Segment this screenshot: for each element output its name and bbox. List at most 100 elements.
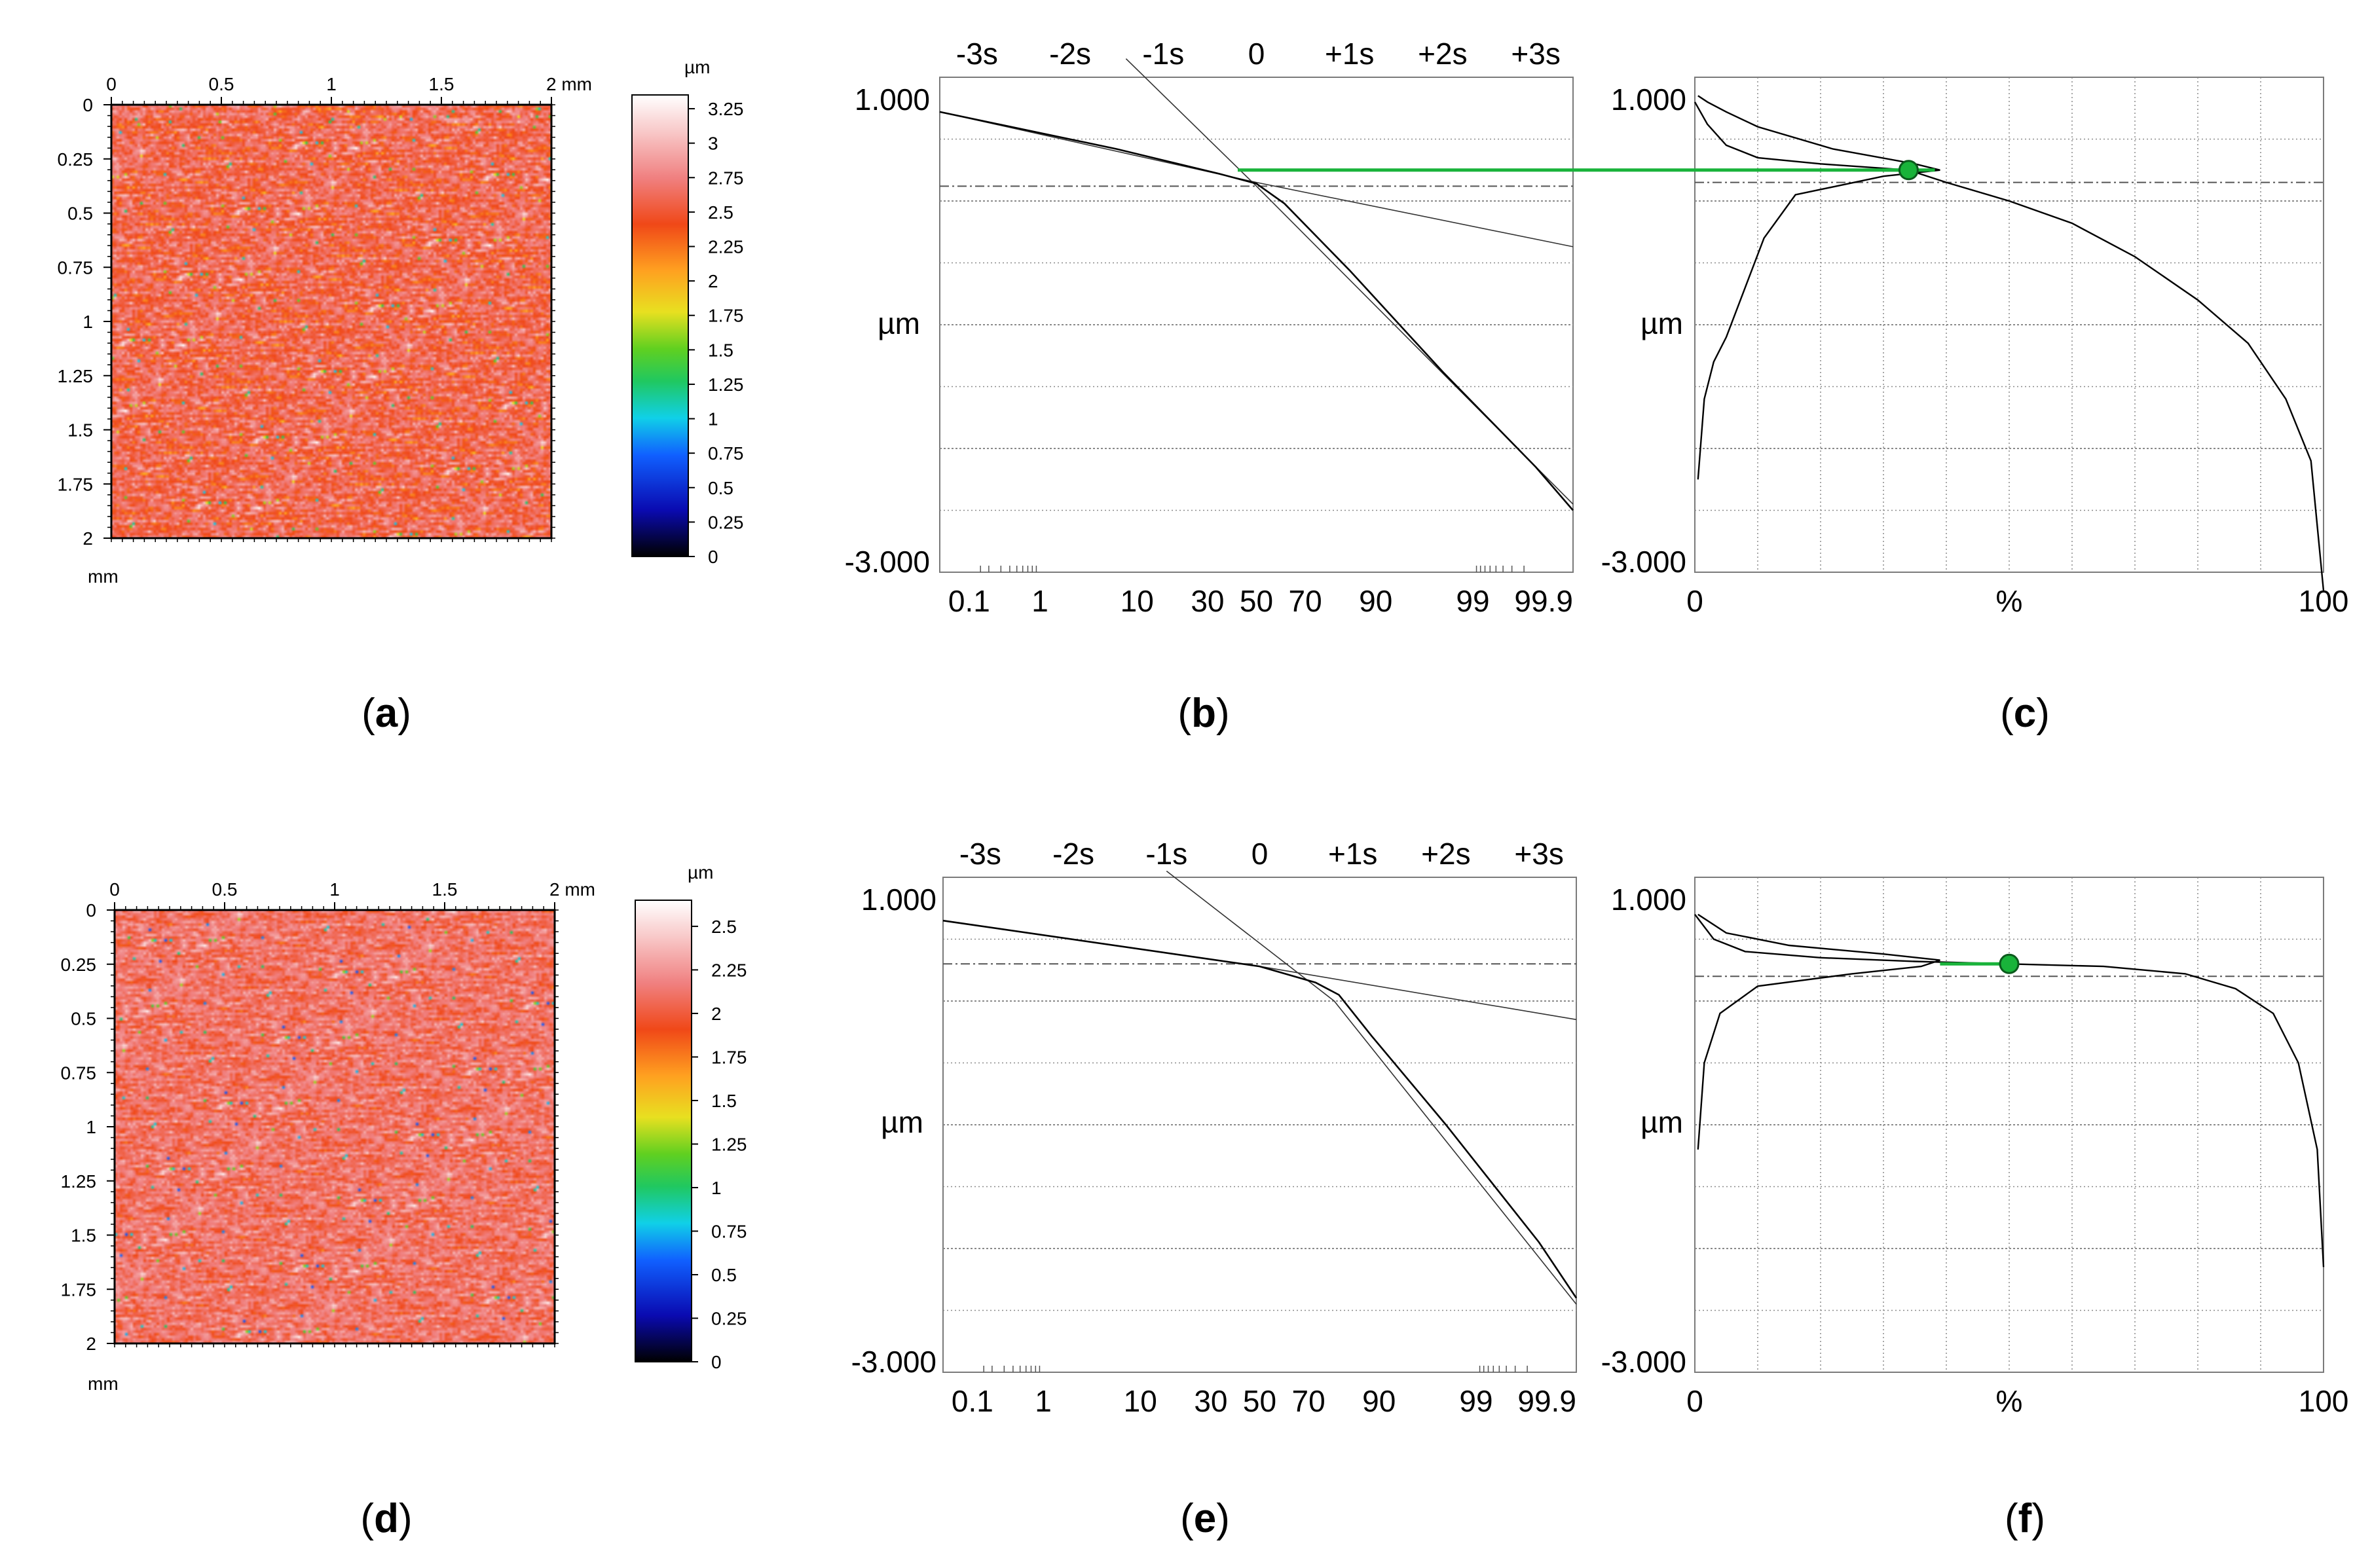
- y-tick-label: 0.5: [71, 1009, 96, 1029]
- x-tick-label: 0.5: [212, 879, 238, 900]
- top-tick-label: +2s: [1421, 837, 1470, 871]
- y-top-label-e: 1.000: [861, 883, 936, 917]
- colorbar-tick-label: 3: [708, 134, 718, 154]
- series-b: [939, 58, 1574, 511]
- x-tick-label: 1.5: [432, 879, 458, 900]
- colorbar-tick-label: 1.5: [708, 340, 733, 360]
- y-bottom-label-b: -3.000: [845, 545, 930, 579]
- y-top-label-c: 1.000: [1611, 82, 1686, 117]
- colorbar-tick-label: 1.25: [708, 374, 744, 395]
- series-f: [1694, 913, 2325, 1267]
- bottom-tick-label: 50: [1240, 584, 1273, 618]
- colorbar-ticks-d: 2.5 2.25 2 1.75 1.5 1.25 1 0.75 0.5 0.25 0: [692, 917, 747, 1372]
- caption-c: (c): [2000, 691, 2050, 736]
- colorbar-tick-label: 1.75: [708, 306, 744, 326]
- grid-b: [940, 138, 1573, 511]
- x-tick-label: 2 mm: [549, 879, 595, 900]
- series-e: [942, 870, 1578, 1305]
- x-tick-label: %: [1996, 584, 2023, 618]
- colorbar-unit-a: µm: [684, 57, 710, 77]
- height-distribution: [1697, 913, 1940, 1150]
- y-bottom-label-e: -3.000: [851, 1345, 936, 1379]
- height-distribution: [1697, 95, 1940, 480]
- top-tick-label: -1s: [1145, 837, 1187, 871]
- grid-e: [943, 938, 1576, 1311]
- y-tick-label: 1.5: [71, 1226, 96, 1246]
- y-tick-label: 0.75: [61, 1063, 97, 1083]
- colorbar-tick-label: 0.75: [711, 1221, 747, 1241]
- colorbar-tick-label: 2: [708, 271, 718, 291]
- highlight-marker-f: [1999, 953, 2020, 974]
- axis-ticks-f: 0% 100: [1686, 1384, 2348, 1418]
- bottom-tick-label: 1: [1031, 584, 1048, 618]
- series-c: [1694, 95, 2325, 591]
- colorbar-tick-label: 2.5: [711, 917, 737, 937]
- colorbar-tick-label: 1.25: [711, 1134, 747, 1154]
- colorbar-tick-label: 0.25: [711, 1308, 747, 1328]
- y-tick-label: 0: [86, 900, 96, 921]
- top-tick-label: +2s: [1418, 37, 1467, 71]
- y-tick-label: 0.25: [58, 149, 94, 170]
- colorbar-tick-label: 0.5: [711, 1265, 737, 1285]
- bottom-tick-label: 99: [1456, 584, 1489, 618]
- y-tick-label: 0: [83, 95, 93, 115]
- top-tick-label: -3s: [959, 837, 1001, 871]
- bearing-curve: [1694, 913, 2325, 1267]
- height-map-a-ticks: 0 0.5 1 1.5 2 mm 0 0.25 0.5 0.75 1 1.25 1.5 1.75 2: [58, 74, 593, 549]
- y-top-label-b: 1.000: [855, 82, 930, 117]
- y-tick-label: 1.25: [58, 366, 94, 386]
- top-tick-label: +1s: [1328, 837, 1377, 871]
- colorbar-tick-label: 1.5: [711, 1091, 737, 1111]
- x-tick-label: 1: [329, 879, 340, 900]
- bottom-tick-label: 99.9: [1517, 1384, 1576, 1418]
- x-tick-label: 0.5: [209, 74, 234, 94]
- x-tick-label: 1.5: [429, 74, 454, 94]
- series-line-upper-fit: [939, 111, 1574, 247]
- bottom-tick-label: 99: [1459, 1384, 1492, 1418]
- colorbar-tick-label: 2: [711, 1004, 722, 1024]
- y-label-b: µm: [878, 306, 920, 340]
- y-label-e: µm: [881, 1105, 923, 1139]
- height-map-d-ticks: 0 0.5 1 1.5 2 mm 0 0.25 0.5 0.75 1 1.25 1.5 1.75 2: [61, 879, 596, 1354]
- colorbar-tick-label: 2.25: [708, 236, 744, 257]
- y-tick-label: 0.5: [67, 204, 93, 224]
- bottom-tick-label: 1: [1035, 1384, 1052, 1418]
- colorbar-unit-d: µm: [688, 862, 713, 883]
- bottom-tick-label: 90: [1359, 584, 1392, 618]
- caption-e: (e): [1180, 1496, 1230, 1541]
- height-map-d: [115, 910, 555, 1343]
- y-tick-label: 2: [83, 528, 93, 549]
- x-tick-label: 2 mm: [546, 74, 592, 94]
- caption-d: (d): [360, 1496, 412, 1541]
- colorbar-tick-label: 2.25: [711, 960, 747, 980]
- bottom-tick-label: 30: [1191, 584, 1224, 618]
- top-tick-label: -1s: [1142, 37, 1184, 71]
- colorbar-tick-label: 0.25: [708, 512, 744, 532]
- caption-b: (b): [1177, 691, 1229, 736]
- y-tick-label: 0.75: [58, 257, 94, 278]
- x-tick-label: 0: [1686, 584, 1703, 618]
- y-tick-label: 1.75: [61, 1279, 97, 1300]
- y-unit-label-a: mm: [88, 566, 119, 587]
- y-top-label-f: 1.000: [1611, 883, 1686, 917]
- y-tick-label: 1.75: [58, 474, 94, 494]
- y-tick-label: 1: [83, 312, 93, 332]
- series-line-upper-fit: [942, 920, 1577, 1021]
- y-label-c: µm: [1640, 306, 1683, 340]
- caption-a: (a): [361, 691, 411, 736]
- x-tick-label: 1: [326, 74, 337, 94]
- panel-e: -3s -2s -1s 0 +1s +2s +3s0.1 1 10 30 50 70 90 99 99.9 …: [851, 837, 1578, 1418]
- y-bottom-label-c: -3.000: [1601, 545, 1686, 579]
- top-tick-label: -3s: [956, 37, 998, 71]
- colorbar-ticks-a: 3.25 3 2.75 2.5 2.25 2 1.75 1.5 1.25 1 0.75 0.5 0.25…: [688, 99, 744, 567]
- bearing-curve: [1694, 101, 2325, 591]
- series-line-measured: [939, 111, 1574, 511]
- y-unit-label-d: mm: [88, 1374, 119, 1394]
- x-tick-label: %: [1996, 1384, 2023, 1418]
- bottom-tick-label: 0.1: [952, 1384, 993, 1418]
- top-tick-label: +1s: [1325, 37, 1374, 71]
- y-tick-label: 2: [86, 1334, 96, 1354]
- x-tick-label: 100: [2299, 1384, 2349, 1418]
- bottom-tick-label: 30: [1194, 1384, 1227, 1418]
- panel-a: 0 0.5 1 1.5 2 mm 0 0.25 0.5 0.75 1 1.25 1.5 1.75 2 mm…: [58, 57, 744, 587]
